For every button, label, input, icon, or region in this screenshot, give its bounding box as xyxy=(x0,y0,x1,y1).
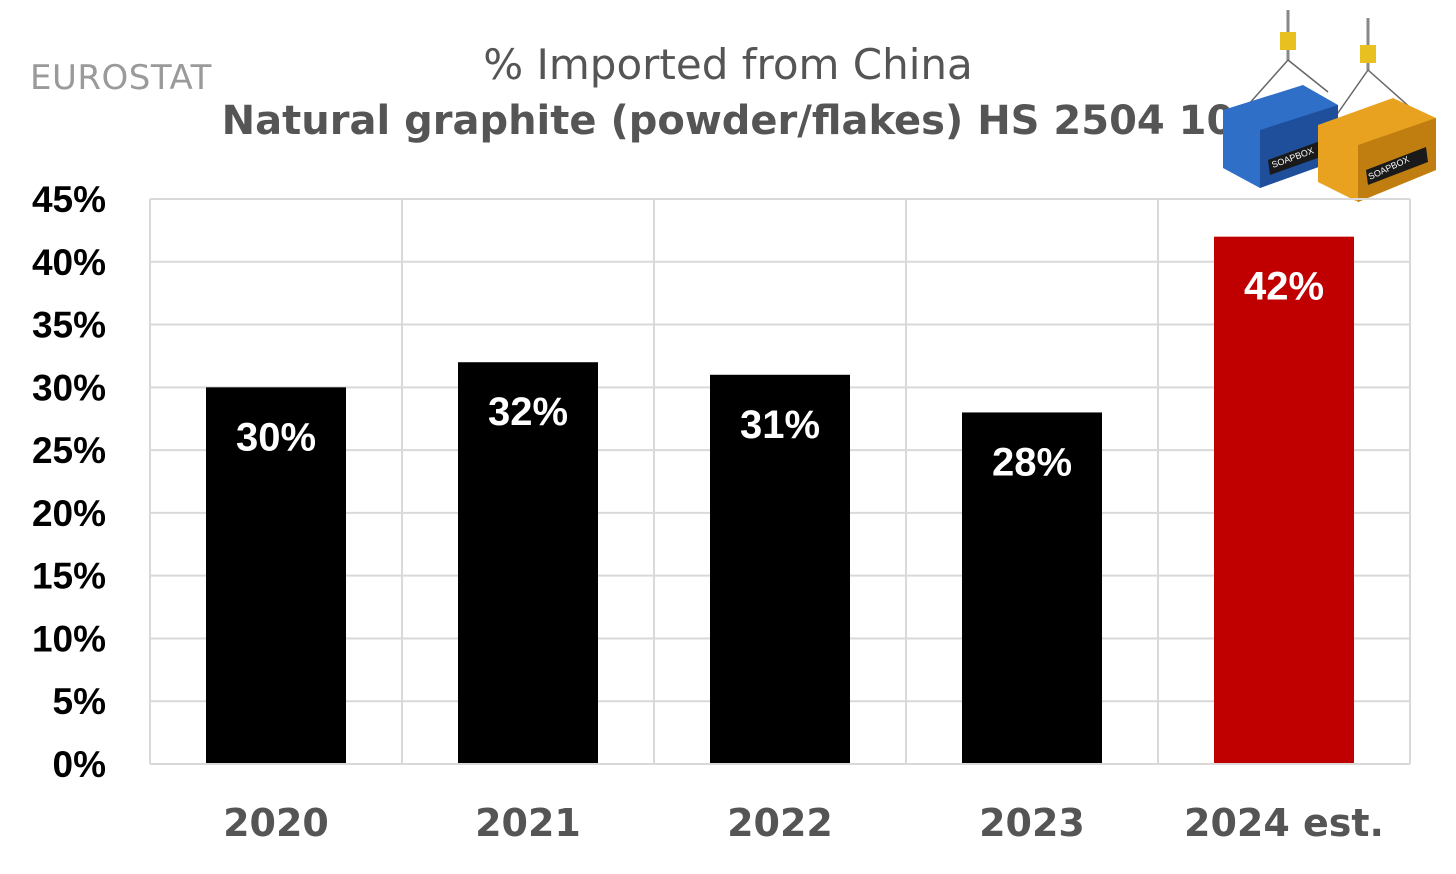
x-tick-label: 2020 xyxy=(223,801,329,845)
y-tick-label: 45% xyxy=(32,179,106,220)
data-label: 42% xyxy=(1244,265,1324,309)
y-tick-label: 0% xyxy=(53,744,106,785)
bar-2021 xyxy=(458,362,598,764)
chart-subtitle: Natural graphite (powder/flakes) HS 2504… xyxy=(221,98,1235,144)
x-tick-label: 2024 est. xyxy=(1184,801,1384,845)
y-tick-label: 10% xyxy=(32,618,106,659)
y-tick-label: 5% xyxy=(53,681,106,722)
y-tick-label: 15% xyxy=(32,556,106,597)
source-label: EUROSTAT xyxy=(30,58,212,98)
x-tick-label: 2021 xyxy=(475,801,581,845)
y-tick-label: 35% xyxy=(32,305,106,346)
data-label: 30% xyxy=(236,415,316,459)
x-tick-label: 2022 xyxy=(727,801,833,845)
y-tick-label: 25% xyxy=(32,430,106,471)
y-tick-label: 20% xyxy=(32,493,106,534)
x-tick-label: 2023 xyxy=(979,801,1085,845)
y-tick-label: 40% xyxy=(32,242,106,283)
data-label: 31% xyxy=(740,403,820,447)
data-label: 32% xyxy=(488,390,568,434)
cargo-containers-icon: SOAPBOX SOAPBOX xyxy=(1223,10,1436,202)
chart-title: % Imported from China xyxy=(483,40,973,89)
data-label: 28% xyxy=(992,440,1072,484)
bar-2020 xyxy=(206,387,346,764)
bar-2023 xyxy=(962,412,1102,764)
y-tick-label: 30% xyxy=(32,367,106,408)
bar-2022 xyxy=(710,374,850,764)
bar-2024est xyxy=(1214,236,1354,764)
